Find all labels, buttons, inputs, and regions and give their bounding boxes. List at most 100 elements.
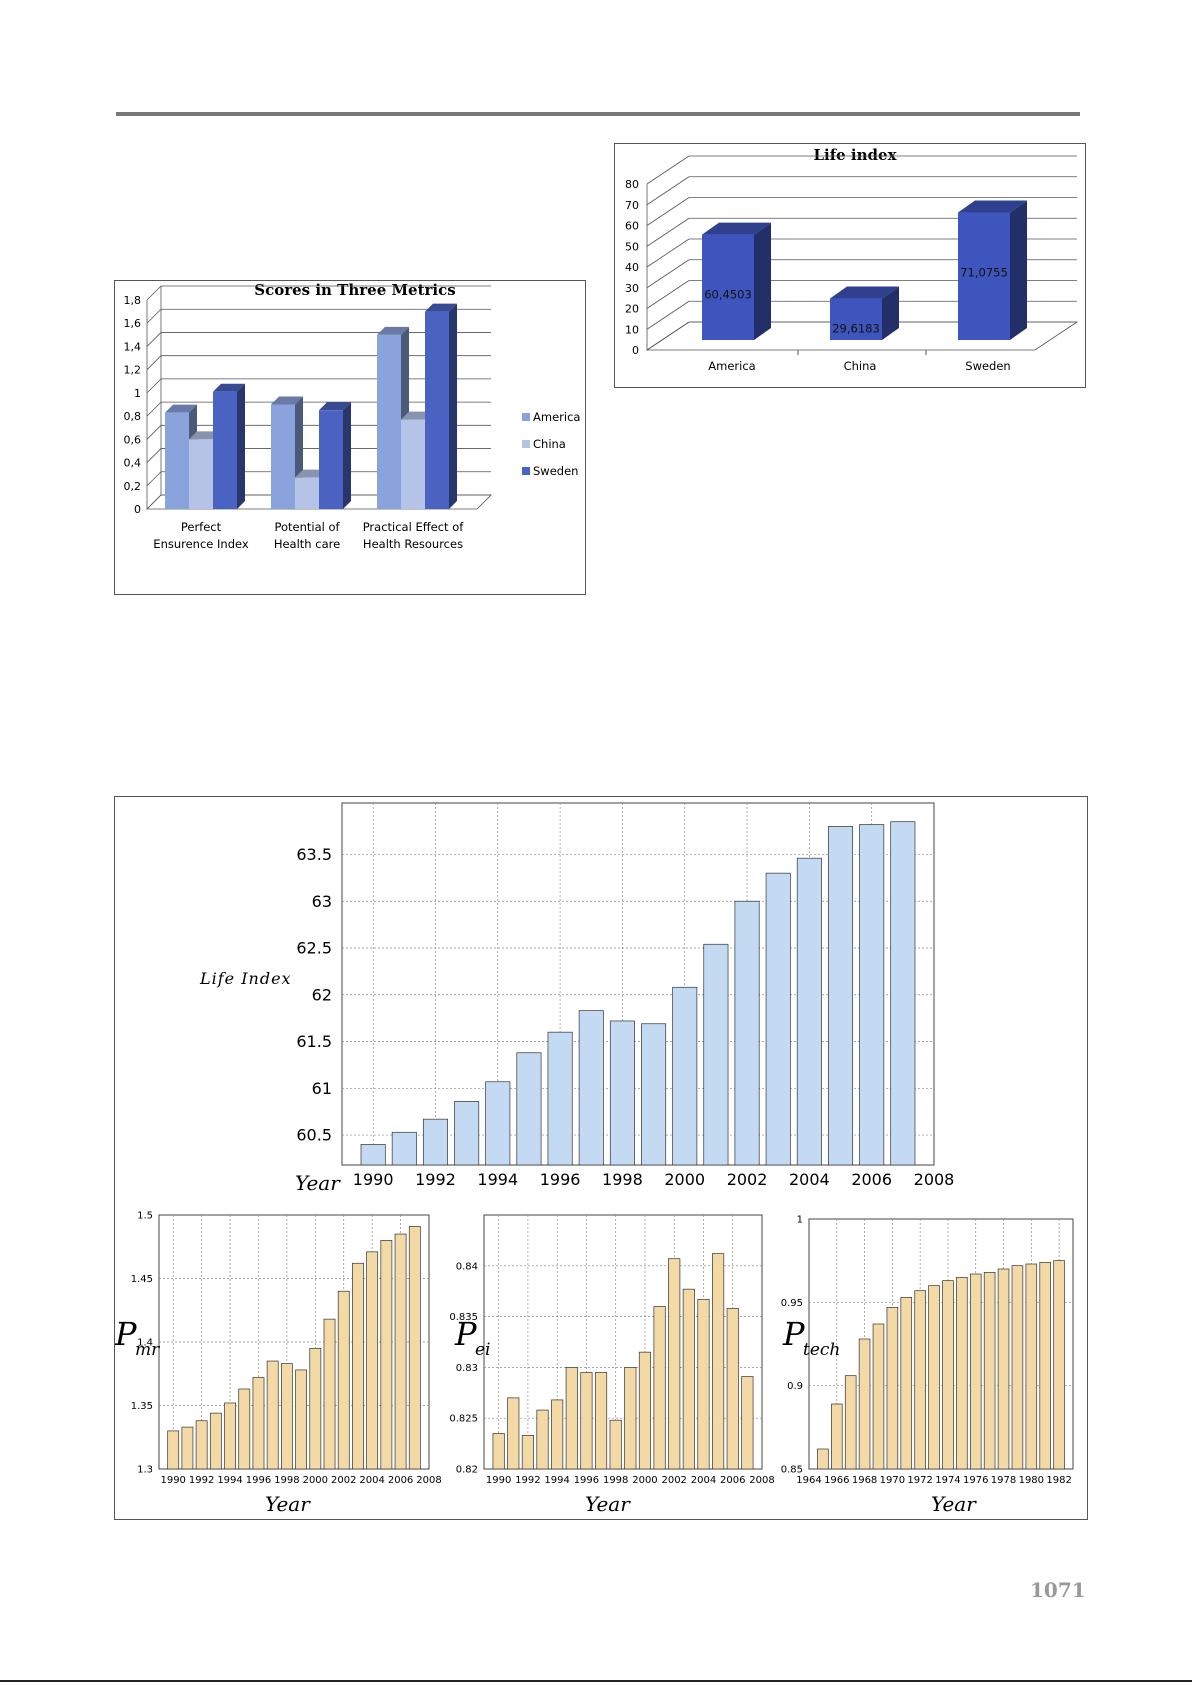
bar bbox=[697, 1298, 710, 1470]
y-tick-label: 0.83 bbox=[456, 1363, 478, 1374]
data-label: 60,4503 bbox=[704, 288, 752, 302]
x-tick-label: 1966 bbox=[824, 1475, 849, 1486]
bar-sweden-front bbox=[425, 311, 449, 509]
bar bbox=[831, 1403, 843, 1470]
bar bbox=[668, 1258, 681, 1470]
y-tick-label: 63.5 bbox=[296, 845, 332, 864]
y-axis-label-main: P bbox=[454, 1315, 477, 1353]
bar bbox=[266, 1360, 279, 1470]
bar-sweden-front bbox=[319, 410, 343, 509]
y-tick-label: 60.5 bbox=[296, 1126, 332, 1145]
y-tick-label: 0.85 bbox=[781, 1465, 803, 1476]
bar bbox=[167, 1430, 180, 1470]
bar-sweden bbox=[319, 402, 351, 509]
x-tick-label: 1968 bbox=[852, 1475, 877, 1486]
x-category-label: Health Resources bbox=[363, 537, 463, 551]
bar bbox=[565, 1367, 578, 1470]
y-tick-label: 0,8 bbox=[124, 410, 142, 423]
bar-america-front bbox=[702, 234, 754, 340]
x-tick-label: 1994 bbox=[217, 1475, 242, 1486]
bar bbox=[521, 1435, 534, 1470]
x-category-label: America bbox=[708, 359, 755, 373]
y-tick-label: 61 bbox=[312, 1079, 332, 1098]
bar bbox=[578, 1010, 604, 1166]
chart-title: Scores in Three Metrics bbox=[254, 281, 455, 299]
bar-sweden-side bbox=[449, 303, 457, 509]
bar bbox=[323, 1318, 336, 1470]
bar bbox=[914, 1290, 926, 1470]
bar-sweden-side bbox=[1010, 200, 1027, 340]
bar bbox=[516, 1052, 542, 1166]
bar bbox=[734, 900, 760, 1166]
grid-diag bbox=[646, 300, 690, 330]
x-tick-label: 2004 bbox=[789, 1170, 830, 1189]
bar bbox=[580, 1372, 593, 1470]
x-tick-label: 2000 bbox=[664, 1170, 705, 1189]
x-category-label: Health care bbox=[274, 537, 340, 551]
bar-china-front bbox=[295, 477, 319, 509]
life-index-years-chart: 1990 1992 1994 1996 1998 2000 2002 2004 2006 2008… bbox=[114, 802, 1074, 1516]
y-tick-label: 20 bbox=[625, 303, 639, 316]
x-tick-label: 1978 bbox=[991, 1475, 1016, 1486]
y-tick-label: 62 bbox=[312, 985, 332, 1004]
x-axis-label: Year bbox=[295, 1171, 341, 1195]
x-category-label: Ensurence Index bbox=[153, 537, 249, 551]
bar bbox=[454, 1101, 480, 1166]
bar-sweden-top bbox=[958, 200, 1027, 213]
bar bbox=[551, 1399, 564, 1470]
bar bbox=[900, 1296, 913, 1470]
y-tick-label: 0 bbox=[632, 344, 639, 357]
bar bbox=[672, 986, 698, 1166]
bar-sweden-top bbox=[319, 402, 351, 411]
bar bbox=[886, 1306, 899, 1470]
y-tick-label: 1.4 bbox=[137, 1338, 153, 1349]
bar bbox=[609, 1020, 635, 1166]
bar-sweden bbox=[958, 200, 1027, 340]
x-tick-label: 1996 bbox=[246, 1475, 271, 1486]
x-tick-label: 1998 bbox=[603, 1475, 628, 1486]
bar bbox=[252, 1377, 265, 1470]
y-axis-label-sub: mr bbox=[135, 1340, 160, 1360]
bar bbox=[609, 1419, 622, 1470]
bar bbox=[956, 1276, 968, 1470]
y-tick-label: 1,2 bbox=[124, 364, 142, 377]
life-index-figure-panel: 1990 1992 1994 1996 1998 2000 2002 2004 2006 2008… bbox=[114, 796, 1088, 1520]
bar bbox=[507, 1397, 520, 1470]
grid-diag bbox=[146, 401, 162, 417]
y-tick-label: 0.95 bbox=[781, 1298, 803, 1309]
y-tick-label: 1 bbox=[797, 1215, 803, 1226]
bar-sweden-top bbox=[213, 383, 245, 392]
bar bbox=[360, 1144, 386, 1166]
grid-diag bbox=[646, 280, 690, 309]
x-tick-label: 1996 bbox=[574, 1475, 599, 1486]
bar-sweden-front bbox=[958, 212, 1010, 340]
legend-swatch bbox=[522, 467, 530, 475]
bar bbox=[366, 1251, 379, 1470]
bar bbox=[238, 1388, 251, 1470]
life-index-3d-panel: Life index 0 10 20 30 40 50 60 70 80 60,4503 Americ… bbox=[614, 143, 1086, 388]
life-index-3d-chart: Life index 0 10 20 30 40 50 60 70 80 60,4503 Americ… bbox=[625, 146, 1079, 373]
bar-america bbox=[702, 222, 771, 340]
data-label: 71,0755 bbox=[960, 266, 1008, 280]
bar-america-top bbox=[702, 222, 771, 235]
chart-title: Life index bbox=[813, 146, 897, 164]
scores-chart: Scores in Three Metrics 0 0,2 0,4 0,6 0,8 1 1,2… bbox=[124, 281, 581, 551]
bar bbox=[653, 1306, 666, 1470]
bar bbox=[858, 1338, 871, 1470]
bar bbox=[942, 1280, 954, 1470]
x-tick-label: 1992 bbox=[515, 1475, 540, 1486]
y-tick-label: 60 bbox=[625, 220, 639, 233]
bar bbox=[594, 1372, 608, 1470]
bar bbox=[337, 1290, 350, 1470]
bar bbox=[741, 1376, 754, 1470]
grid-diag bbox=[646, 197, 690, 226]
x-category-label: China bbox=[844, 359, 877, 373]
page-number: 1071 bbox=[1030, 1578, 1086, 1602]
bar bbox=[712, 1253, 725, 1470]
data-label: 29,6183 bbox=[832, 322, 880, 336]
y-tick-label: 40 bbox=[625, 261, 639, 274]
x-tick-label: 1974 bbox=[935, 1475, 960, 1486]
bar-china-front bbox=[189, 439, 213, 509]
x-tick-label: 1964 bbox=[796, 1475, 821, 1486]
x-tick-label: 1980 bbox=[1019, 1475, 1044, 1486]
